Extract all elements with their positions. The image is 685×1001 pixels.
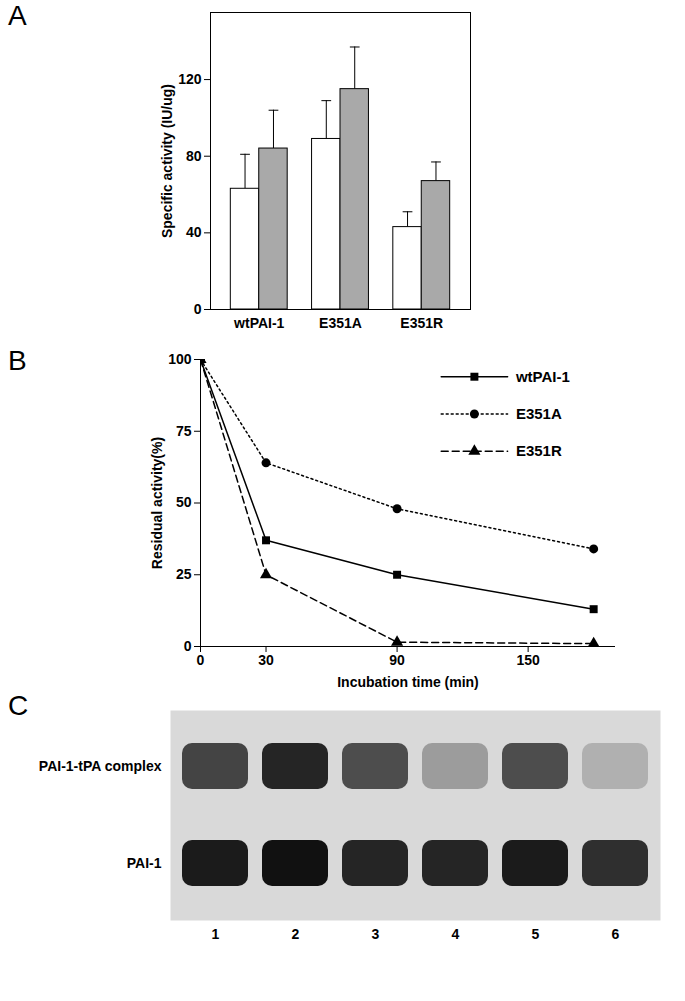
- svg-text:5: 5: [532, 926, 540, 942]
- svg-text:E351A: E351A: [516, 405, 562, 422]
- svg-text:wtPAI-1: wtPAI-1: [515, 368, 570, 385]
- svg-text:PAI-1-tPA complex: PAI-1-tPA complex: [39, 758, 162, 774]
- svg-text:120: 120: [178, 71, 202, 87]
- svg-text:Specific activity (IU/ug): Specific activity (IU/ug): [159, 84, 175, 238]
- svg-text:PAI-1: PAI-1: [127, 855, 162, 871]
- svg-text:0: 0: [197, 652, 205, 668]
- svg-text:90: 90: [389, 652, 405, 668]
- svg-text:100: 100: [168, 351, 192, 367]
- svg-text:0: 0: [194, 301, 202, 317]
- svg-text:2: 2: [292, 926, 300, 942]
- svg-text:4: 4: [452, 926, 460, 942]
- html-text:B: B: [8, 345, 27, 376]
- svg-text:wtPAI-1: wtPAI-1: [233, 315, 285, 331]
- svg-text:1: 1: [212, 926, 220, 942]
- svg-text:E351R: E351R: [400, 315, 443, 331]
- svg-text:0: 0: [184, 638, 192, 654]
- html-text:A: A: [8, 0, 27, 31]
- svg-text:50: 50: [176, 494, 192, 510]
- svg-text:75: 75: [176, 423, 192, 439]
- svg-text:30: 30: [258, 652, 274, 668]
- svg-text:3: 3: [372, 926, 380, 942]
- svg-text:6: 6: [612, 926, 620, 942]
- svg-text:80: 80: [186, 148, 202, 164]
- html-text:C: C: [8, 690, 29, 721]
- svg-text:Incubation time (min): Incubation time (min): [337, 674, 479, 690]
- svg-text:40: 40: [186, 224, 202, 240]
- svg-text:Residual activity(%): Residual activity(%): [149, 437, 165, 569]
- svg-text:150: 150: [516, 652, 540, 668]
- svg-text:25: 25: [176, 566, 192, 582]
- svg-text:E351A: E351A: [319, 315, 362, 331]
- svg-text:E351R: E351R: [516, 442, 562, 459]
